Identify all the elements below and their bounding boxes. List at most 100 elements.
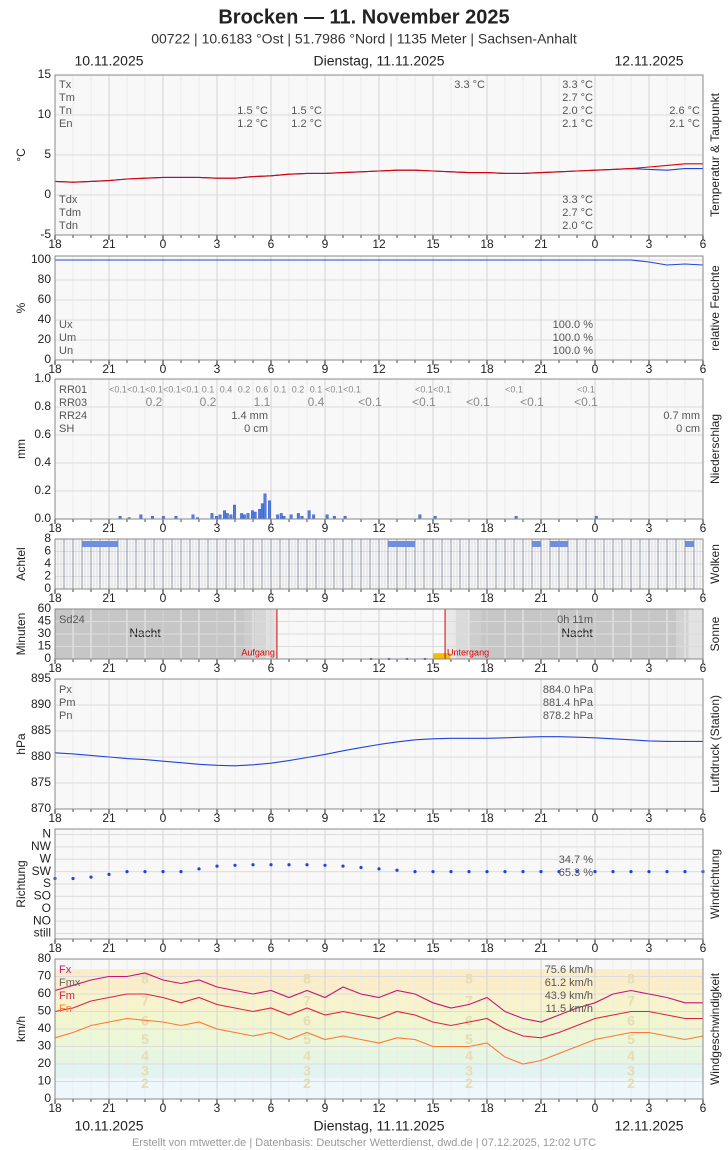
beaufort-label: 8 (141, 971, 149, 987)
bar (312, 514, 316, 520)
x-tick-label: 0 (592, 362, 599, 376)
stat-value: 11.5 km/h (546, 1003, 594, 1015)
bar (242, 514, 246, 520)
x-tick-label: 3 (646, 661, 653, 675)
stat-label: Tdn (59, 220, 78, 232)
x-tick-label: 15 (426, 661, 440, 675)
sun-event-label: Aufgang (241, 647, 275, 657)
period-label: <0.1 (415, 384, 433, 394)
beaufort-label: 2 (465, 1075, 473, 1091)
bar (223, 510, 227, 520)
point (179, 870, 183, 874)
y-tick-label: -5 (40, 227, 51, 241)
x-tick-label: 6 (268, 811, 275, 825)
bar (91, 541, 100, 547)
stat-label: Ux (59, 319, 73, 331)
stat-value: 2.1 °C (562, 118, 593, 130)
beaufort-label: 3 (303, 1063, 311, 1079)
bar (258, 509, 262, 520)
beaufort-label: 2 (141, 1075, 149, 1091)
y-tick-label: NO (33, 913, 51, 927)
plot-frame (54, 378, 704, 520)
x-tick-label: 9 (322, 591, 329, 605)
stat-value: 0h 11m (557, 614, 593, 626)
point (233, 863, 237, 867)
y-tick-label: 0 (44, 651, 51, 665)
beaufort-label: 2 (303, 1075, 311, 1091)
y-tick-label: 0.6 (34, 427, 51, 441)
beaufort-label: 3 (465, 1063, 473, 1079)
panel-title: Wolken (708, 544, 722, 584)
period-label: 0.1 (274, 384, 287, 394)
point (71, 876, 75, 881)
bar (191, 514, 195, 520)
x-tick-label: 0 (592, 661, 599, 675)
x-tick-label: 12 (372, 661, 386, 675)
x-tick-label: 6 (700, 661, 707, 675)
beaufort-label: 7 (303, 993, 311, 1009)
y-tick-label: 70 (38, 969, 52, 983)
stat-value: 3.3 °C (562, 194, 593, 206)
stat-value: 1.4 mm (231, 410, 268, 422)
point (323, 863, 327, 867)
x-tick-label: 6 (268, 941, 275, 955)
x-tick-label: 3 (214, 237, 221, 251)
x-tick-label: 3 (214, 1101, 221, 1115)
bar (397, 541, 406, 547)
y-tick-label: S (43, 876, 51, 890)
stat-value: 43.9 km/h (545, 990, 593, 1002)
bar (139, 514, 143, 520)
point (521, 870, 525, 874)
x-tick-label: 0 (160, 521, 167, 535)
x-tick-label: 0 (592, 521, 599, 535)
point (377, 867, 381, 871)
bar (418, 514, 422, 520)
x-tick-label: 21 (102, 237, 116, 251)
point (197, 867, 201, 871)
x-tick-label: 3 (646, 1101, 653, 1115)
x-tick-label: 0 (160, 941, 167, 955)
y-tick-label: 0.2 (34, 483, 51, 497)
x-tick-label: 21 (102, 362, 116, 376)
stat-value: 0.7 mm (663, 410, 700, 422)
panel-title: Luftdruck (Station) (708, 695, 722, 793)
y-tick-label: 0.4 (34, 455, 51, 469)
x-tick-label: 12 (372, 237, 386, 251)
point (647, 870, 651, 874)
x-tick-label: 15 (426, 237, 440, 251)
stat-label: RR03 (59, 397, 87, 409)
x-tick-label: 3 (646, 362, 653, 376)
y-axis-title: °C (14, 148, 28, 162)
footer: Erstellt von mtwetter.de | Datenbasis: D… (132, 1137, 596, 1149)
period-label: <0.1 (412, 395, 436, 409)
point (413, 870, 417, 874)
date: 12.11.2025 (614, 1118, 683, 1134)
y-tick-label: 0.8 (34, 399, 51, 413)
y-tick-label: SO (34, 889, 51, 903)
beaufort-label: 3 (627, 1063, 635, 1079)
point (251, 863, 255, 867)
date: Dienstag, 11.11.2025 (313, 53, 444, 69)
point (629, 870, 633, 874)
y-tick-label: N (42, 827, 51, 841)
x-tick-label: 15 (426, 1101, 440, 1115)
point (107, 872, 111, 876)
x-tick-label: 18 (480, 811, 494, 825)
y-tick-label: 875 (31, 775, 51, 789)
y-axis-title: Richtung (14, 860, 28, 907)
bar (260, 503, 264, 520)
x-tick-label: 3 (214, 521, 221, 535)
x-tick-label: 9 (322, 661, 329, 675)
y-tick-label: 885 (31, 723, 51, 737)
beaufort-label: 4 (303, 1048, 311, 1064)
panel-title: Windrichtung (708, 849, 722, 919)
x-tick-label: 18 (480, 237, 494, 251)
y-axis-title: km/h (14, 1016, 28, 1042)
sun-event-label: Untergang (447, 647, 489, 657)
x-tick-label: 6 (268, 521, 275, 535)
bar (276, 514, 280, 520)
y-axis-title: hPa (14, 733, 28, 755)
x-tick-label: 21 (534, 521, 548, 535)
period-label: <0.1 (109, 384, 127, 394)
